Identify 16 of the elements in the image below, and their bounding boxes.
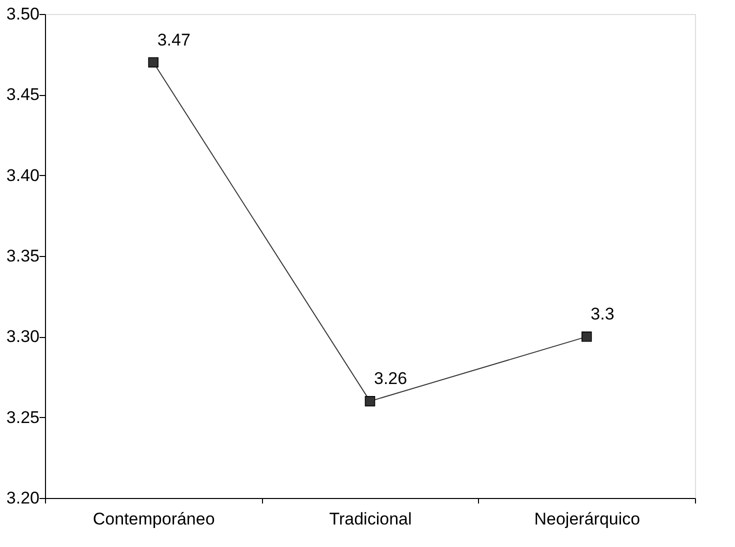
data-label: 3.3 bbox=[590, 304, 614, 324]
y-tick-label: 3.30 bbox=[6, 327, 40, 346]
point bbox=[364, 396, 376, 406]
y-tick-label: 3.35 bbox=[6, 246, 40, 266]
y-tick-label: 3.20 bbox=[6, 488, 40, 508]
y-tick-label: 3.45 bbox=[6, 85, 40, 104]
point bbox=[582, 332, 592, 342]
data-label: 3.26 bbox=[374, 369, 408, 388]
x-tick-label: Neojerárquico bbox=[534, 510, 640, 528]
x-tick-label: Contemporáneo bbox=[92, 510, 215, 528]
y-tick-label: 3.40 bbox=[6, 166, 40, 185]
x-tick-label: Tradicional bbox=[329, 510, 412, 528]
y-tick-label: 3.50 bbox=[6, 4, 40, 24]
data-label: 3.47 bbox=[157, 30, 190, 50]
point bbox=[148, 57, 158, 68]
y-tick-label: 3.25 bbox=[6, 408, 40, 427]
